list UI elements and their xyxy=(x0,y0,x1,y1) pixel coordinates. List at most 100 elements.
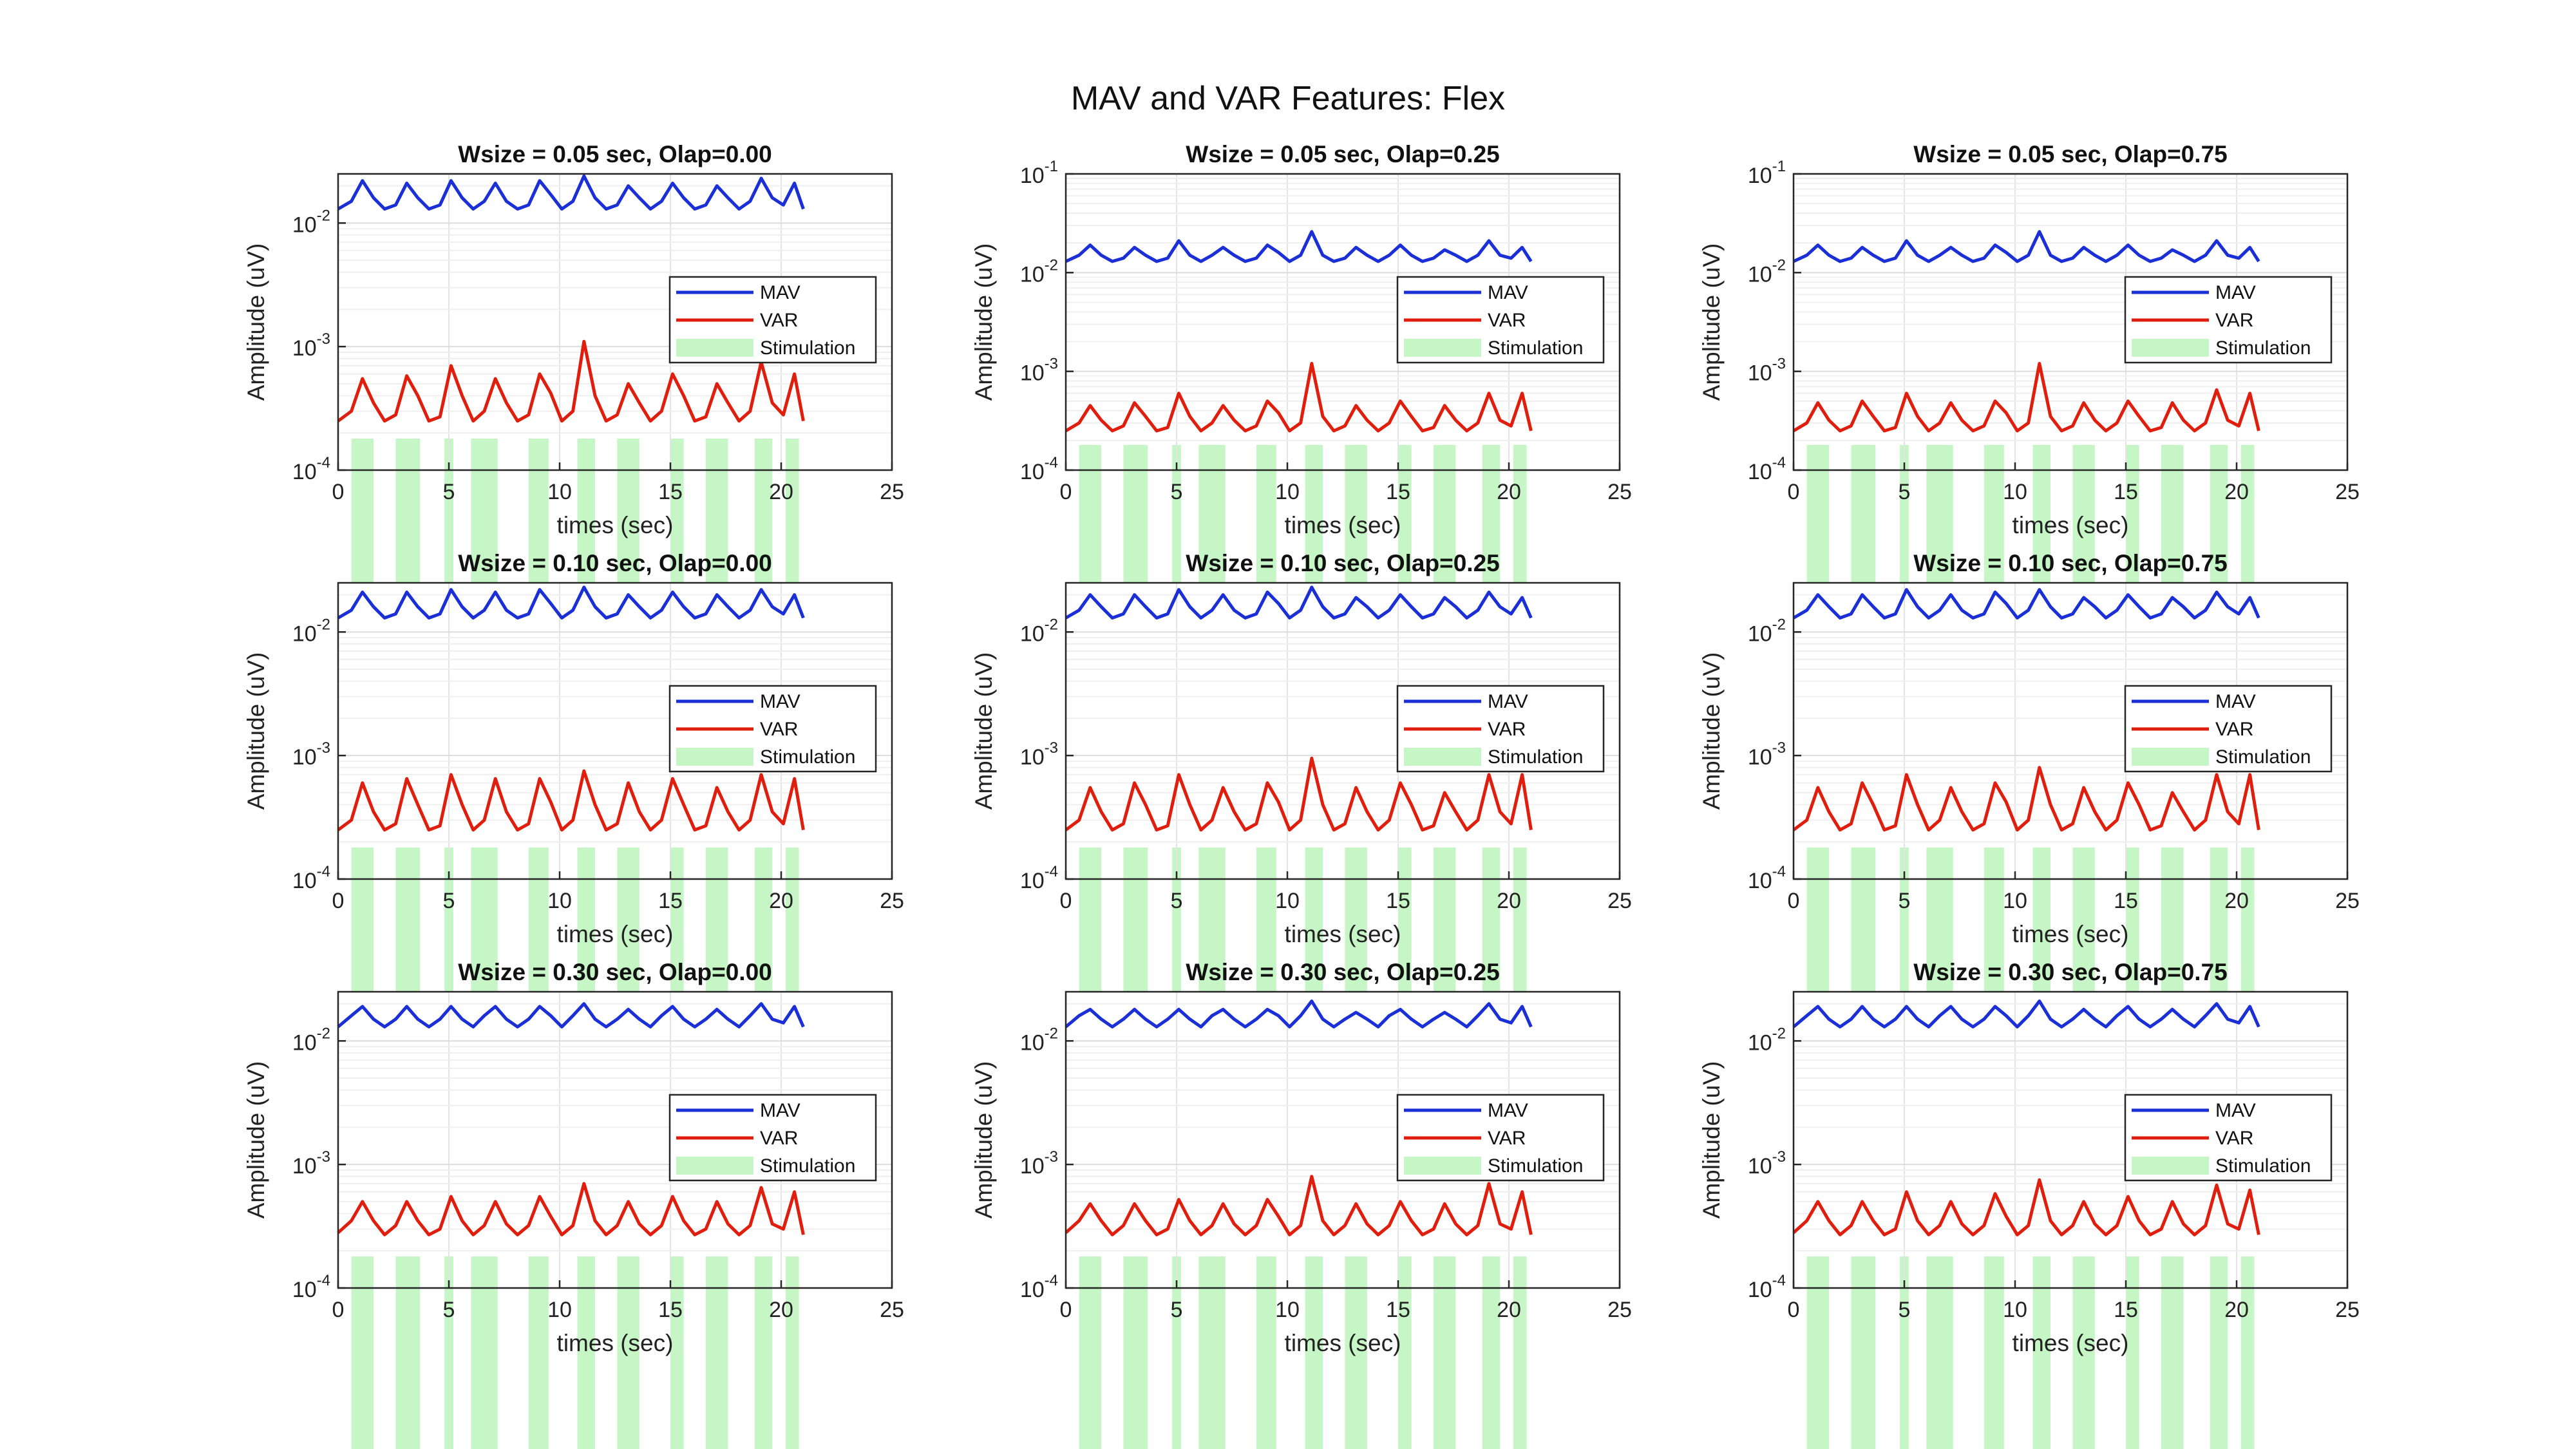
legend-label: MAV xyxy=(2215,1100,2256,1121)
y-tick-label: 10-2 xyxy=(1020,256,1058,287)
series-line-mav xyxy=(1792,999,2260,1028)
x-axis-label: times (sec) xyxy=(2012,921,2129,947)
series-line-var xyxy=(1792,1178,2260,1236)
x-tick-label: 20 xyxy=(769,1298,793,1322)
legend-swatch-stimulation xyxy=(676,339,753,357)
subplot-title: Wsize = 0.30 sec, Olap=0.75 xyxy=(1913,959,2227,985)
y-tick-label: 10-2 xyxy=(1748,256,1786,287)
subplot-9: 0 5 10 15 20 25 10-4 10-3 10-2 Wsize = 0.30 sec, … xyxy=(1698,959,2360,1449)
y-tick-label: 10-3 xyxy=(1020,1148,1058,1179)
y-tick-label: 10-1 xyxy=(1748,158,1786,188)
legend-label: MAV xyxy=(760,1100,800,1121)
stimulation-band xyxy=(1079,1256,1102,1449)
y-tick-label: 10-3 xyxy=(1020,739,1058,770)
y-axis-label: Amplitude (uV) xyxy=(243,243,269,401)
legend-swatch-stimulation xyxy=(1404,339,1481,357)
series-line-mav xyxy=(337,1002,805,1028)
legend: MAV VAR Stimulation xyxy=(1396,1094,1605,1182)
y-tick-label: 10-3 xyxy=(292,1148,330,1179)
legend: MAV VAR Stimulation xyxy=(2124,685,2333,773)
x-tick-label: 0 xyxy=(1788,1298,1800,1322)
y-tick-label: 10-3 xyxy=(1748,355,1786,386)
legend-label: VAR xyxy=(1488,719,1526,740)
x-tick-label: 20 xyxy=(1497,480,1521,504)
stimulation-band xyxy=(1806,1256,1830,1449)
x-tick-label: 25 xyxy=(1607,480,1632,504)
x-axis-label: times (sec) xyxy=(1285,512,1401,538)
legend-label: MAV xyxy=(760,282,800,303)
subplot-3: 0 5 10 15 20 25 10-4 10-3 10-2 10-1 Wsize = 0.05 s… xyxy=(1698,141,2360,649)
y-tick-label: 10-1 xyxy=(1020,158,1058,188)
y-axis-label: Amplitude (uV) xyxy=(243,1061,269,1219)
series-line-var xyxy=(337,1182,805,1236)
x-tick-label: 10 xyxy=(2003,480,2027,504)
x-tick-label: 15 xyxy=(2114,480,2138,504)
legend: MAV VAR Stimulation xyxy=(1396,276,1605,364)
stimulation-band xyxy=(785,1256,799,1449)
x-axis-label: times (sec) xyxy=(557,512,674,538)
stimulation-band xyxy=(2126,1256,2139,1449)
axes-frame xyxy=(1792,582,2349,880)
series-line-var xyxy=(337,339,805,423)
x-tick-label: 10 xyxy=(1275,480,1300,504)
x-tick-label: 10 xyxy=(1275,1298,1300,1322)
x-tick-label: 20 xyxy=(1497,889,1521,913)
axes-frame xyxy=(1065,582,1621,880)
y-tick-label: 10-2 xyxy=(292,1025,330,1055)
stimulation-band xyxy=(1172,1256,1181,1449)
x-axis-label: times (sec) xyxy=(1285,921,1401,947)
x-tick-label: 25 xyxy=(2335,889,2360,913)
legend-swatch-stimulation xyxy=(2132,1157,2209,1175)
stimulation-band xyxy=(2210,1256,2228,1449)
y-tick-label: 10-4 xyxy=(1748,863,1786,893)
stimulation-band xyxy=(2161,1256,2184,1449)
x-tick-label: 0 xyxy=(1788,889,1800,913)
x-axis-label: times (sec) xyxy=(1285,1330,1401,1356)
x-axis-label: times (sec) xyxy=(2012,512,2129,538)
stimulation-band xyxy=(1398,1256,1412,1449)
axes-frame xyxy=(337,173,893,471)
stimulation-band xyxy=(1123,1256,1148,1449)
legend: MAV VAR Stimulation xyxy=(2124,1094,2333,1182)
x-tick-label: 10 xyxy=(1275,889,1300,913)
series-line-var xyxy=(337,769,805,832)
stimulation-band xyxy=(706,1256,728,1449)
y-axis-label: Amplitude (uV) xyxy=(971,652,997,810)
subplot-title: Wsize = 0.05 sec, Olap=0.75 xyxy=(1913,141,2227,167)
stimulation-band xyxy=(351,1256,374,1449)
series-line-var xyxy=(1792,766,2260,832)
series-line-mav xyxy=(1065,999,1533,1028)
y-tick-label: 10-4 xyxy=(1020,454,1058,484)
stimulation-band xyxy=(1434,1256,1456,1449)
x-tick-label: 15 xyxy=(2114,1298,2138,1322)
x-tick-label: 5 xyxy=(1899,480,1911,504)
stimulation-band xyxy=(528,1256,549,1449)
x-tick-label: 5 xyxy=(443,1298,455,1322)
x-tick-label: 5 xyxy=(1171,1298,1183,1322)
legend-label: MAV xyxy=(1488,282,1528,303)
legend: MAV VAR Stimulation xyxy=(668,1094,877,1182)
y-tick-label: 10-2 xyxy=(1748,616,1786,646)
y-tick-label: 10-2 xyxy=(1020,616,1058,646)
subplot-8: 0 5 10 15 20 25 10-4 10-3 10-2 Wsize = 0.30 sec, … xyxy=(971,959,1632,1449)
y-tick-label: 10-3 xyxy=(292,739,330,770)
x-tick-label: 5 xyxy=(443,889,455,913)
legend-label: Stimulation xyxy=(2215,746,2311,768)
y-tick-label: 10-3 xyxy=(292,330,330,361)
stimulation-band xyxy=(471,1256,498,1449)
y-axis-label: Amplitude (uV) xyxy=(243,652,269,810)
axes-frame xyxy=(1792,173,2349,471)
y-tick-label: 10-4 xyxy=(292,1272,330,1302)
x-tick-label: 10 xyxy=(547,1298,572,1322)
subplot-title: Wsize = 0.10 sec, Olap=0.00 xyxy=(458,550,772,576)
legend-label: Stimulation xyxy=(2215,337,2311,359)
x-tick-label: 0 xyxy=(1060,889,1072,913)
legend-label: VAR xyxy=(2215,719,2253,740)
x-tick-label: 15 xyxy=(658,480,683,504)
axes-frame xyxy=(1792,990,2349,1289)
y-tick-label: 10-2 xyxy=(292,616,330,646)
y-tick-label: 10-3 xyxy=(1748,1148,1786,1179)
x-tick-label: 20 xyxy=(2224,889,2249,913)
x-tick-label: 20 xyxy=(1497,1298,1521,1322)
